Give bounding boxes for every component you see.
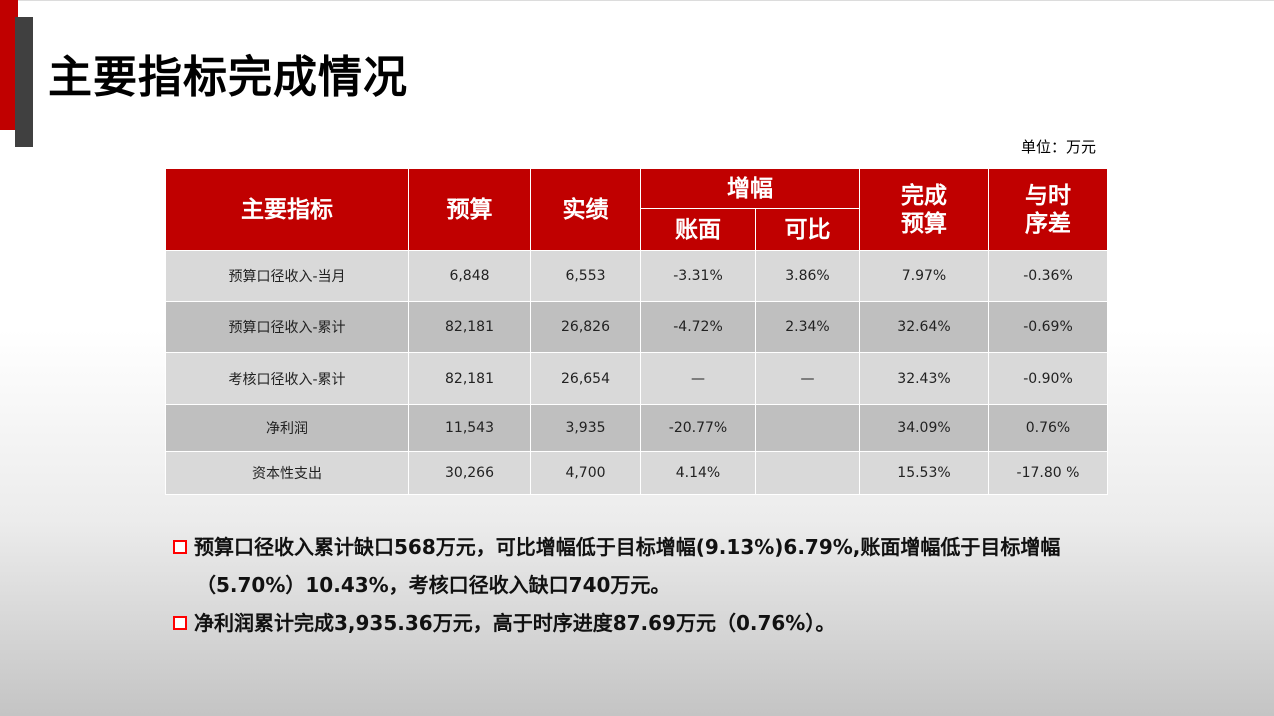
bullet-text: （5.70%）10.43%，考核口径收入缺口740万元。 bbox=[196, 573, 671, 597]
cell-time-gap: -17.80 % bbox=[988, 451, 1108, 495]
header-time-gap-line2: 序差 bbox=[1025, 210, 1071, 237]
cell-growth-book: -4.72% bbox=[640, 301, 756, 353]
kpi-table: 主要指标 预算 实绩 增幅 完成 预算 与时 序差 账面 可比 预算口径收入-当… bbox=[165, 168, 1108, 495]
cell-actual: 4,700 bbox=[530, 451, 641, 495]
square-bullet-icon bbox=[173, 616, 187, 630]
cell-indicator: 考核口径收入-累计 bbox=[165, 352, 409, 405]
summary-bullets: 预算口径收入累计缺口568万元，可比增幅低于目标增幅(9.13%)6.79%,账… bbox=[173, 528, 1113, 642]
slide-title: 主要指标完成情况 bbox=[48, 52, 408, 103]
cell-budget: 30,266 bbox=[408, 451, 531, 495]
bullet-item: 净利润累计完成3,935.36万元，高于时序进度87.69万元（0.76%）。 bbox=[173, 604, 1113, 642]
cell-completion: 7.97% bbox=[859, 250, 989, 302]
bullet-text: 预算口径收入累计缺口568万元，可比增幅低于目标增幅(9.13%)6.79%,账… bbox=[194, 535, 1061, 559]
title-accent-gray-bar bbox=[15, 17, 33, 147]
cell-growth-comparable: 3.86% bbox=[755, 250, 860, 302]
cell-time-gap: -0.69% bbox=[988, 301, 1108, 353]
cell-completion: 15.53% bbox=[859, 451, 989, 495]
cell-budget: 82,181 bbox=[408, 352, 531, 405]
cell-growth-comparable bbox=[755, 451, 860, 495]
cell-actual: 26,826 bbox=[530, 301, 641, 353]
cell-indicator: 资本性支出 bbox=[165, 451, 409, 495]
cell-time-gap: -0.36% bbox=[988, 250, 1108, 302]
cell-time-gap: 0.76% bbox=[988, 404, 1108, 452]
header-growth-comparable: 可比 bbox=[755, 208, 860, 251]
header-growth-book: 账面 bbox=[640, 208, 756, 251]
cell-budget: 82,181 bbox=[408, 301, 531, 353]
cell-actual: 3,935 bbox=[530, 404, 641, 452]
cell-time-gap: -0.90% bbox=[988, 352, 1108, 405]
header-completion-line2: 预算 bbox=[901, 210, 947, 237]
header-time-gap: 与时 序差 bbox=[988, 168, 1108, 251]
cell-growth-comparable bbox=[755, 404, 860, 452]
bullet-item: 预算口径收入累计缺口568万元，可比增幅低于目标增幅(9.13%)6.79%,账… bbox=[173, 528, 1113, 566]
cell-completion: 32.64% bbox=[859, 301, 989, 353]
top-border-line bbox=[0, 0, 1274, 1]
header-completion-line1: 完成 bbox=[901, 182, 947, 209]
table-row: 预算口径收入-累计 82,181 26,826 -4.72% 2.34% 32.… bbox=[165, 301, 1108, 353]
unit-label: 单位：万元 bbox=[1021, 138, 1097, 156]
table-row: 考核口径收入-累计 82,181 26,654 — — 32.43% -0.90… bbox=[165, 352, 1108, 405]
cell-indicator: 预算口径收入-当月 bbox=[165, 250, 409, 302]
cell-actual: 6,553 bbox=[530, 250, 641, 302]
table-row: 预算口径收入-当月 6,848 6,553 -3.31% 3.86% 7.97%… bbox=[165, 250, 1108, 302]
cell-completion: 34.09% bbox=[859, 404, 989, 452]
cell-actual: 26,654 bbox=[530, 352, 641, 405]
cell-growth-book: — bbox=[640, 352, 756, 405]
header-time-gap-line1: 与时 bbox=[1025, 182, 1071, 209]
cell-growth-book: 4.14% bbox=[640, 451, 756, 495]
cell-completion: 32.43% bbox=[859, 352, 989, 405]
header-indicator: 主要指标 bbox=[165, 168, 409, 251]
header-actual: 实绩 bbox=[530, 168, 641, 251]
table-row: 净利润 11,543 3,935 -20.77% 34.09% 0.76% bbox=[165, 404, 1108, 452]
bullet-text: 净利润累计完成3,935.36万元，高于时序进度87.69万元（0.76%）。 bbox=[194, 611, 836, 635]
title-accent-red-bar bbox=[0, 0, 18, 130]
cell-growth-comparable: 2.34% bbox=[755, 301, 860, 353]
header-budget: 预算 bbox=[408, 168, 531, 251]
cell-indicator: 净利润 bbox=[165, 404, 409, 452]
header-growth: 增幅 bbox=[640, 168, 860, 209]
cell-growth-book: -20.77% bbox=[640, 404, 756, 452]
bullet-continuation: （5.70%）10.43%，考核口径收入缺口740万元。 bbox=[173, 566, 1113, 604]
table-row: 资本性支出 30,266 4,700 4.14% 15.53% -17.80 % bbox=[165, 451, 1108, 495]
header-completion: 完成 预算 bbox=[859, 168, 989, 251]
square-bullet-icon bbox=[173, 540, 187, 554]
cell-growth-book: -3.31% bbox=[640, 250, 756, 302]
cell-indicator: 预算口径收入-累计 bbox=[165, 301, 409, 353]
cell-budget: 6,848 bbox=[408, 250, 531, 302]
cell-growth-comparable: — bbox=[755, 352, 860, 405]
cell-budget: 11,543 bbox=[408, 404, 531, 452]
